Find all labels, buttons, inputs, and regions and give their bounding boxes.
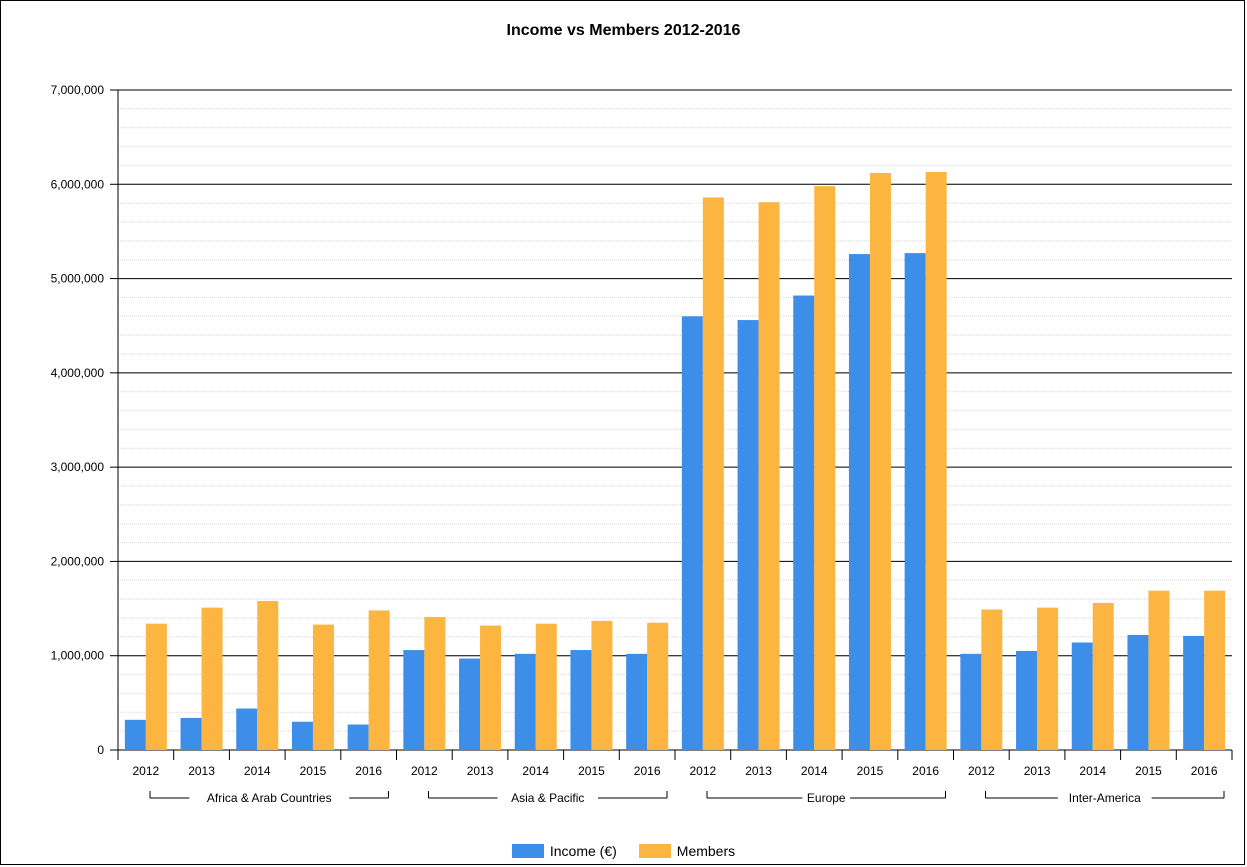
y-tick-label: 7,000,000 <box>51 83 105 97</box>
y-tick-label: 1,000,000 <box>51 649 105 663</box>
bar-income <box>570 650 592 750</box>
x-tick-label: 2014 <box>1079 764 1106 778</box>
bar-income <box>514 653 536 750</box>
bar-members <box>869 172 891 750</box>
legend-swatch-members <box>638 844 671 858</box>
bar-income <box>291 721 313 750</box>
group-label: Inter-America <box>1069 791 1141 805</box>
y-tick-label: 6,000,000 <box>51 177 105 191</box>
x-tick-label: 2016 <box>634 764 661 778</box>
bar-members <box>480 625 502 750</box>
bar-income <box>236 708 258 750</box>
legend-label-members: Members <box>676 843 736 859</box>
y-tick-label: 2,000,000 <box>51 554 105 568</box>
bar-income <box>1127 634 1149 750</box>
x-tick-label: 2012 <box>689 764 716 778</box>
y-tick-label: 3,000,000 <box>51 460 105 474</box>
y-tick-label: 0 <box>97 743 104 757</box>
legend-label-income: Income (€) <box>549 843 617 859</box>
x-tick-label: 2016 <box>912 764 939 778</box>
x-tick-label: 2016 <box>1191 764 1218 778</box>
bar-members <box>1092 602 1114 750</box>
chart-legend: Income (€) Members <box>0 843 1247 859</box>
bar-members <box>814 186 836 750</box>
legend-swatch-income <box>511 844 544 858</box>
group-label: Europe <box>807 791 846 805</box>
bar-income <box>960 653 982 750</box>
bar-income <box>626 653 648 750</box>
legend-item-members: Members <box>638 843 736 859</box>
x-tick-label: 2015 <box>300 764 327 778</box>
x-tick-label: 2012 <box>132 764 159 778</box>
x-tick-label: 2015 <box>1135 764 1162 778</box>
bar-income <box>681 316 703 750</box>
bar-members <box>758 202 780 750</box>
y-tick-label: 5,000,000 <box>51 272 105 286</box>
bar-income <box>459 658 481 750</box>
bar-members <box>702 197 724 750</box>
bar-members <box>257 601 279 750</box>
bar-income <box>1071 642 1093 750</box>
bar-members <box>925 172 947 750</box>
bar-members <box>368 610 390 750</box>
bar-income <box>124 719 146 750</box>
x-tick-label: 2013 <box>467 764 494 778</box>
group-label: Africa & Arab Countries <box>207 791 332 805</box>
bar-income <box>904 253 926 750</box>
x-tick-label: 2013 <box>188 764 215 778</box>
bar-members <box>1037 607 1059 750</box>
bar-members <box>535 623 557 750</box>
x-tick-label: 2012 <box>411 764 438 778</box>
x-tick-label: 2014 <box>801 764 828 778</box>
bar-income <box>793 295 815 750</box>
bar-members <box>1148 590 1170 750</box>
bar-members <box>201 607 223 750</box>
bar-income <box>403 650 425 750</box>
chart-title: Income vs Members 2012-2016 <box>506 22 741 39</box>
x-tick-label: 2015 <box>857 764 884 778</box>
bar-members <box>145 623 167 750</box>
bar-income <box>1016 651 1038 750</box>
bar-members <box>981 609 1003 750</box>
bar-members <box>647 622 669 750</box>
x-tick-label: 2012 <box>968 764 995 778</box>
bar-income <box>347 724 369 750</box>
x-tick-label: 2013 <box>1024 764 1051 778</box>
x-tick-label: 2016 <box>355 764 382 778</box>
x-tick-label: 2014 <box>244 764 271 778</box>
bar-income <box>848 254 870 751</box>
group-label: Asia & Pacific <box>511 791 584 805</box>
bar-members <box>591 620 613 750</box>
bar-members <box>1204 590 1226 750</box>
bar-income <box>1183 635 1205 750</box>
x-tick-label: 2013 <box>745 764 772 778</box>
bar-income <box>737 320 759 750</box>
bar-members <box>424 617 446 750</box>
x-tick-label: 2014 <box>522 764 549 778</box>
bar-members <box>312 624 334 750</box>
bar-income <box>180 717 202 750</box>
legend-item-income: Income (€) <box>511 843 617 859</box>
y-tick-label: 4,000,000 <box>51 366 105 380</box>
x-tick-label: 2015 <box>578 764 605 778</box>
